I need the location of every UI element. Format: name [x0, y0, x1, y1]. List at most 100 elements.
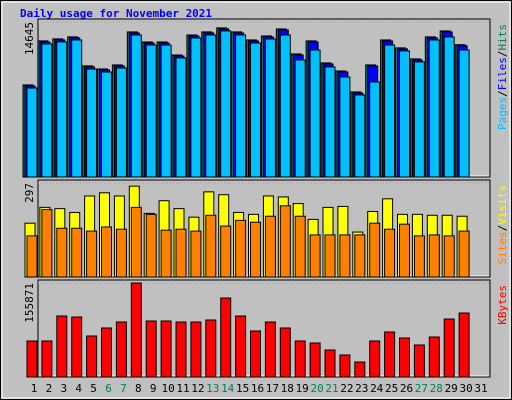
- bar: [41, 340, 53, 378]
- bar: [369, 81, 381, 178]
- x-tick-label: 1: [31, 382, 38, 395]
- bar: [279, 34, 291, 178]
- bar: [41, 43, 53, 178]
- bar: [130, 34, 142, 178]
- bar: [175, 228, 187, 278]
- bar: [458, 49, 470, 178]
- bar: [384, 331, 396, 378]
- bar: [71, 39, 83, 178]
- x-tick-label: 12: [191, 382, 204, 395]
- bar: [250, 330, 261, 378]
- bar: [428, 336, 440, 378]
- x-tick-label: 10: [161, 382, 174, 395]
- y-tick-label: 297: [23, 183, 36, 203]
- x-tick-label: 5: [90, 382, 97, 395]
- bar: [235, 34, 247, 178]
- x-tick-label: 29: [445, 382, 458, 395]
- bar: [145, 320, 157, 378]
- x-tick-label: 14: [221, 382, 235, 395]
- y-tick-label: 155871: [23, 283, 36, 323]
- legend-entry: Sites: [496, 231, 509, 264]
- bar: [428, 234, 440, 278]
- bar: [41, 209, 53, 278]
- bar: [205, 214, 217, 278]
- bar: [175, 57, 187, 178]
- bar: [160, 229, 172, 278]
- bar: [458, 312, 470, 378]
- x-tick-label: 17: [266, 382, 279, 395]
- bar: [250, 42, 261, 178]
- x-tick-label: 24: [370, 382, 384, 395]
- bar: [443, 318, 455, 378]
- x-tick-label: 23: [355, 382, 368, 395]
- bar: [339, 354, 351, 378]
- bar: [428, 39, 440, 178]
- bar: [86, 230, 98, 278]
- bar: [384, 44, 396, 178]
- x-tick-label: 30: [459, 382, 472, 395]
- bar: [130, 282, 142, 378]
- bar: [384, 228, 396, 278]
- bar: [324, 66, 336, 178]
- bar: [220, 30, 232, 178]
- bar: [339, 76, 351, 178]
- bar: [354, 234, 366, 278]
- bar: [250, 221, 261, 278]
- bar: [101, 71, 112, 178]
- bar: [205, 319, 217, 378]
- x-tick-label: 19: [296, 382, 309, 395]
- x-tick-label: 8: [135, 382, 142, 395]
- x-tick-label: 26: [400, 382, 413, 395]
- bar: [190, 230, 202, 278]
- bar: [324, 234, 336, 278]
- bar: [71, 227, 83, 278]
- bar: [220, 297, 232, 378]
- legend: Pages/Files/Hits: [496, 24, 509, 130]
- bar: [339, 234, 351, 278]
- bar: [190, 321, 202, 378]
- x-tick-label: 4: [75, 382, 82, 395]
- bar: [309, 342, 321, 378]
- legend-entry: Visits: [496, 185, 509, 225]
- bar: [369, 340, 381, 378]
- bar: [235, 219, 247, 278]
- legend: KBytes: [496, 285, 509, 325]
- x-tick-label: 20: [310, 382, 323, 395]
- bar: [56, 227, 68, 278]
- x-tick-label: 21: [325, 382, 338, 395]
- bar: [26, 235, 38, 278]
- bar: [294, 59, 306, 178]
- legend: Sites/Visits: [496, 185, 509, 265]
- x-tick-label: 9: [150, 382, 157, 395]
- bar: [175, 321, 187, 378]
- bar: [309, 49, 321, 178]
- bar: [26, 340, 38, 378]
- bar: [264, 215, 276, 278]
- bar: [399, 337, 410, 378]
- bar: [443, 36, 455, 178]
- bar: [145, 44, 157, 178]
- x-tick-label: 6: [105, 382, 112, 395]
- bar: [71, 316, 83, 378]
- legend-separator: /: [496, 51, 509, 58]
- bar: [205, 34, 217, 178]
- x-tick-label: 3: [60, 382, 67, 395]
- bar: [264, 321, 276, 378]
- bar: [458, 230, 470, 278]
- bar: [220, 225, 232, 278]
- bar: [86, 335, 98, 378]
- x-tick-label: 2: [46, 382, 53, 395]
- x-tick-label: 31: [474, 382, 487, 395]
- bar: [324, 349, 336, 378]
- bar: [279, 327, 291, 378]
- bar: [101, 226, 112, 278]
- bar: [56, 315, 68, 378]
- x-tick-label: 28: [430, 382, 443, 395]
- bar: [413, 235, 425, 278]
- bar: [115, 228, 127, 278]
- bar: [309, 234, 321, 278]
- x-tick-label: 15: [236, 382, 249, 395]
- bar: [235, 315, 247, 378]
